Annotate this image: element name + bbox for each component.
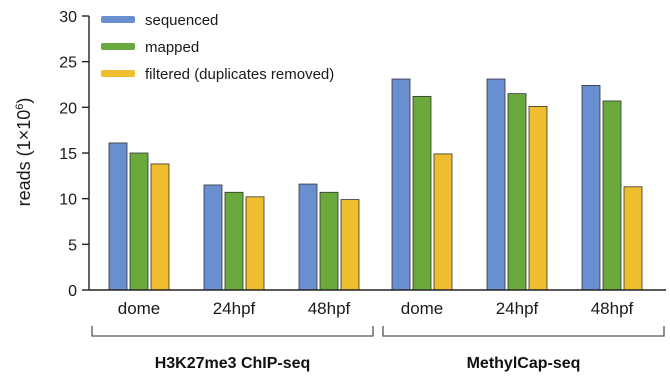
legend-swatch xyxy=(101,16,135,23)
group-label: MethylCap-seq xyxy=(467,355,581,372)
group-bracket xyxy=(382,326,665,337)
bar xyxy=(203,184,223,291)
bar xyxy=(486,78,506,291)
legend-label: filtered (duplicates removed) xyxy=(145,66,334,83)
legend: sequenced mapped filtered (duplicates remo… xyxy=(101,12,334,83)
bar xyxy=(581,85,601,291)
bar xyxy=(319,191,339,291)
bar xyxy=(224,191,244,291)
group-label: H3K27me3 ChIP-seq xyxy=(155,355,311,372)
bar xyxy=(391,78,411,291)
y-tick-label: 5 xyxy=(68,237,77,254)
x-category-label: 24hpf xyxy=(496,299,539,318)
y-axis: 0 5 10 15 20 25 30 xyxy=(59,9,90,300)
legend-swatch xyxy=(101,43,135,50)
legend-label: sequenced xyxy=(145,12,218,29)
bars xyxy=(108,78,643,291)
x-category-label: 48hpf xyxy=(308,299,351,318)
y-tick-label: 30 xyxy=(59,9,77,26)
y-tick-label: 20 xyxy=(59,100,77,117)
x-category-label: dome xyxy=(401,299,444,318)
bar xyxy=(528,106,548,291)
y-tick-label: 10 xyxy=(59,192,77,209)
bar xyxy=(129,152,149,291)
bar xyxy=(298,183,318,291)
x-axis: dome 24hpf 48hpf dome 24hpf 48hpf xyxy=(89,289,666,318)
bar xyxy=(412,95,432,291)
group-brackets: H3K27me3 ChIP-seq MethylCap-seq xyxy=(91,326,665,372)
bar xyxy=(433,153,453,291)
group-bracket xyxy=(91,326,374,337)
y-tick-label: 15 xyxy=(59,146,77,163)
bar xyxy=(602,100,622,291)
x-category-label: dome xyxy=(118,299,161,318)
bar xyxy=(623,186,643,291)
y-tick-label: 25 xyxy=(59,55,77,72)
y-axis-label: reads (1×106) xyxy=(14,98,34,207)
legend-swatch xyxy=(101,70,135,77)
bar xyxy=(150,163,170,291)
legend-label: mapped xyxy=(145,39,199,56)
x-category-label: 48hpf xyxy=(591,299,634,318)
bar xyxy=(108,142,128,291)
x-category-label: 24hpf xyxy=(213,299,256,318)
bar xyxy=(507,93,527,291)
y-tick-label: 0 xyxy=(68,283,77,300)
bar xyxy=(245,196,265,291)
bar xyxy=(340,199,360,291)
